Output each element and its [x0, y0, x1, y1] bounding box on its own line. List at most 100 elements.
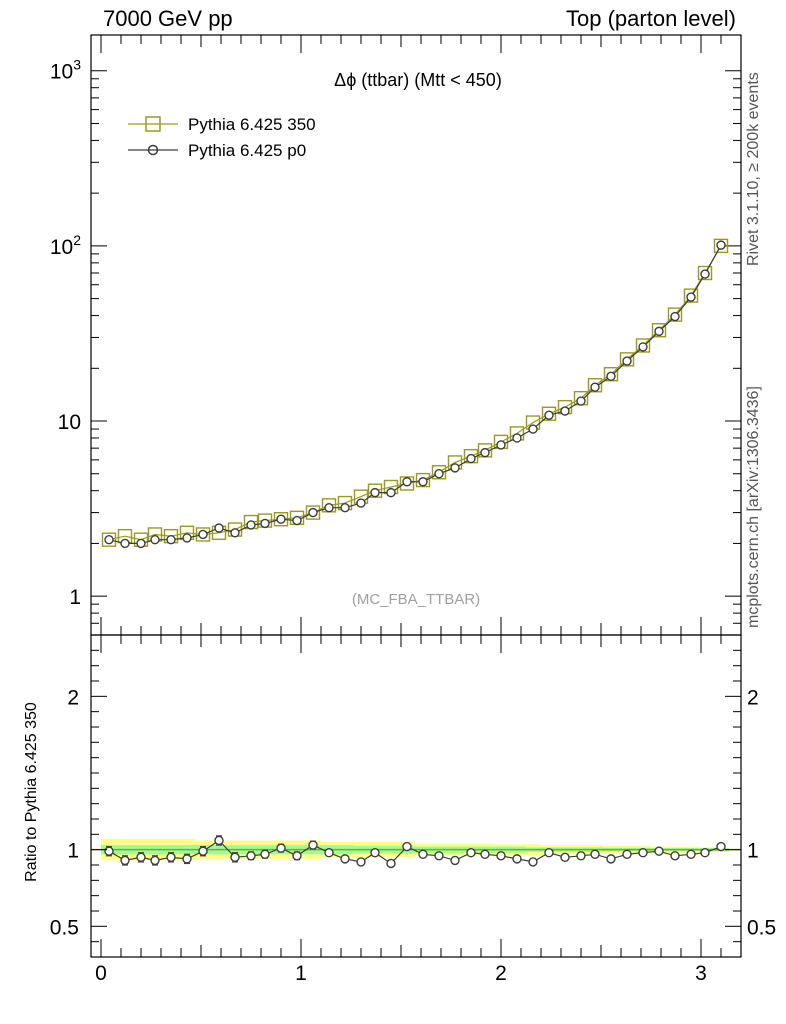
main-y-tick-label: 102	[50, 232, 81, 259]
data-point-p0	[606, 371, 616, 382]
ratio-point-p0	[308, 840, 318, 850]
ratio-point-p0	[512, 854, 522, 864]
legend-label-p0: Pythia 6.425 p0	[188, 141, 306, 160]
data-point-p0	[700, 269, 710, 279]
data-point-p0	[576, 396, 586, 406]
ratio-point-p0	[340, 854, 350, 864]
data-point-ref	[619, 352, 635, 367]
ratio-point-p0	[136, 852, 146, 863]
data-point-p0	[638, 342, 648, 352]
data-point-ref	[415, 472, 431, 488]
x-tick-labels: 0 1 2 3	[95, 962, 707, 985]
x-tick-label: 0	[95, 962, 107, 985]
data-point-p0	[544, 410, 554, 420]
data-point-p0	[166, 535, 176, 545]
ratio-point-p0	[544, 848, 554, 858]
header-right-label: Top (parton level)	[566, 6, 736, 31]
data-point-p0	[686, 292, 696, 302]
data-point-p0	[654, 326, 664, 337]
ratio-point-p0	[260, 849, 270, 859]
data-point-p0	[670, 311, 680, 322]
ratio-point-p0	[292, 851, 302, 861]
data-point-p0	[104, 535, 114, 545]
x-tick-label: 1	[295, 962, 307, 985]
data-point-p0	[340, 502, 350, 513]
data-point-ref	[431, 465, 447, 480]
ratio-plot-panel: 0.5 0.5 1 1 2 2 Ratio to Pythia 6.425 350	[23, 634, 776, 958]
ratio-y-tick-label-left: 2	[67, 686, 79, 709]
header-left-label: 7000 GeV pp	[103, 6, 233, 31]
plot-title: Δϕ (ttbar) (Mtt < 450)	[334, 70, 502, 90]
ratio-point-p0	[434, 851, 444, 861]
ratio-point-p0	[418, 849, 428, 859]
legend-marker-p0	[147, 144, 159, 156]
ratio-axis-ticks	[91, 634, 742, 958]
main-plot-panel: 1 10 102 103 Δϕ (ttbar) (Mtt < 450) (MC_FBA…	[50, 34, 742, 636]
legend-label-ref: Pythia 6.425 350	[188, 115, 316, 134]
ratio-point-p0	[560, 852, 570, 863]
data-point-p0	[230, 528, 240, 538]
x-tick-label: 3	[695, 962, 707, 985]
ratio-y-tick-label-left: 0.5	[50, 916, 79, 939]
data-point-p0	[198, 529, 208, 540]
main-y-tick-labels: 1 10 102 103	[50, 57, 81, 609]
legend-marker-ref	[145, 116, 161, 132]
ratio-line-p0	[108, 839, 722, 865]
data-point-p0	[560, 406, 570, 416]
analysis-watermark: (MC_FBA_TTBAR)	[352, 591, 480, 608]
data-point-p0	[386, 487, 396, 498]
ratio-point-p0	[214, 835, 224, 846]
ratio-point-p0	[150, 855, 160, 866]
ratio-point-p0	[120, 855, 130, 866]
data-point-p0	[308, 507, 318, 518]
ratio-point-p0	[450, 855, 460, 866]
ratio-point-p0	[370, 848, 380, 858]
ratio-point-p0	[324, 848, 334, 858]
ratio-point-p0	[622, 849, 632, 859]
ratio-point-p0	[230, 852, 240, 863]
ratio-plot-frame	[90, 634, 742, 958]
x-tick-label: 2	[495, 962, 507, 985]
ratio-point-p0	[246, 851, 256, 861]
data-point-ref	[399, 476, 415, 491]
data-point-p0	[528, 424, 538, 434]
ratio-point-p0	[466, 848, 476, 858]
ratio-point-p0	[590, 849, 600, 859]
data-point-p0	[356, 498, 366, 508]
main-series-layer	[101, 238, 729, 549]
ratio-y-tick-labels: 0.5 0.5 1 1 2 2	[50, 686, 776, 939]
data-point-p0	[716, 240, 726, 250]
ratio-point-p0	[166, 852, 176, 863]
data-point-p0	[590, 382, 600, 392]
ratio-point-p0	[496, 851, 506, 861]
legend: Pythia 6.425 350 Pythia 6.425 p0	[128, 115, 316, 160]
ratio-y-tick-label-left: 1	[67, 840, 79, 863]
data-point-ref	[635, 338, 651, 353]
ratio-point-p0	[716, 841, 726, 852]
ratio-point-p0	[654, 846, 664, 856]
ratio-point-p0	[402, 841, 412, 852]
ratio-point-p0	[104, 846, 114, 856]
data-point-p0	[512, 433, 522, 443]
ratio-y-tick-label-right: 1	[747, 840, 759, 863]
data-point-p0	[292, 515, 302, 526]
ratio-point-p0	[638, 848, 648, 858]
data-point-p0	[150, 535, 160, 545]
data-point-ref	[305, 505, 321, 520]
data-point-p0	[182, 533, 192, 543]
ratio-series-layer	[104, 835, 726, 869]
data-point-p0	[496, 440, 506, 450]
data-point-ref	[697, 265, 713, 281]
ratio-point-p0	[386, 858, 396, 869]
series-line-ref	[108, 245, 722, 541]
ratio-y-tick-label-right: 0.5	[747, 916, 776, 939]
ratio-point-p0	[182, 854, 192, 864]
ratio-point-p0	[480, 849, 490, 859]
ratio-y-tick-label-right: 2	[747, 686, 759, 709]
main-y-tick-label: 10	[58, 411, 81, 434]
data-point-p0	[450, 463, 460, 473]
data-point-p0	[622, 356, 632, 366]
data-point-ref	[195, 527, 211, 542]
data-point-p0	[466, 453, 476, 464]
